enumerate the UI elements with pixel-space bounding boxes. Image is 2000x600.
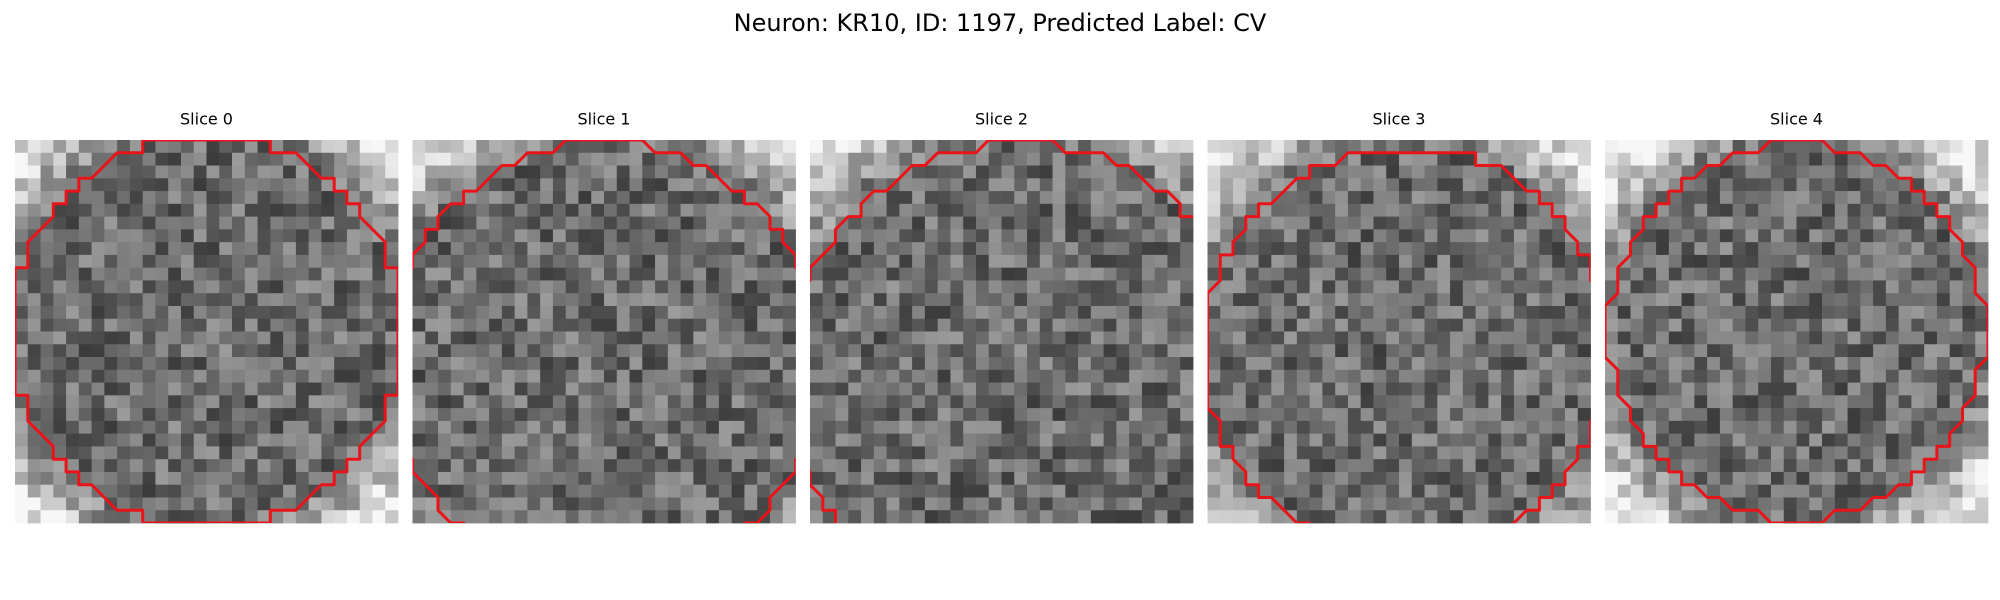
- contour: [1207, 151, 1591, 523]
- panel-title: Slice 1: [578, 110, 631, 129]
- slice-image: [1207, 140, 1591, 524]
- panel-title: Slice 3: [1373, 110, 1426, 129]
- contour: [412, 140, 796, 523]
- slice-image: [412, 140, 796, 524]
- panel-title: Slice 4: [1770, 110, 1823, 129]
- slice-image: [1605, 140, 1989, 524]
- contour: [1605, 140, 1988, 523]
- slice-image: [810, 140, 1194, 524]
- slice-image: [15, 140, 399, 524]
- panel-title: Slice 2: [975, 110, 1028, 129]
- contour: [15, 140, 398, 523]
- panel-title: Slice 0: [180, 110, 233, 129]
- figure-title: Neuron: KR10, ID: 1197, Predicted Label:…: [734, 9, 1267, 37]
- contour: [810, 140, 1193, 523]
